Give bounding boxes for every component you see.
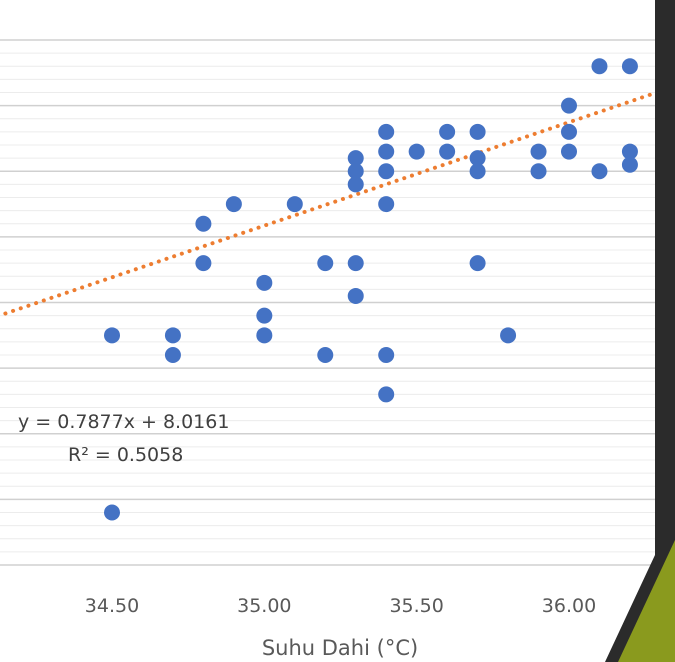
data-point (621, 156, 638, 173)
data-point (439, 123, 456, 140)
data-point (408, 143, 425, 160)
data-point (347, 176, 364, 193)
data-point (195, 255, 212, 272)
data-point (347, 255, 364, 272)
data-point (104, 504, 120, 521)
data-point (256, 307, 273, 324)
trendline-r-squared: R² = 0.5058 (68, 444, 183, 466)
corner-decoration-olive (618, 540, 675, 662)
data-point (378, 347, 395, 363)
x-tick-label: 35.00 (237, 595, 291, 617)
gridlines (0, 39, 660, 566)
data-point (347, 287, 364, 304)
data-point (378, 143, 395, 160)
data-point (164, 347, 181, 363)
data-point (469, 255, 486, 272)
data-point (591, 58, 608, 75)
data-point (225, 196, 242, 213)
data-point (621, 58, 638, 75)
data-point (195, 215, 212, 232)
x-tick-label: 34.50 (85, 595, 139, 617)
data-point (500, 327, 517, 344)
data-point (530, 163, 547, 180)
data-point (317, 347, 334, 363)
data-point (164, 327, 181, 344)
data-point (621, 143, 638, 160)
data-point (256, 274, 273, 291)
data-point (286, 196, 303, 213)
trendline (3, 84, 675, 316)
x-axis-title: Suhu Dahi (°C) (262, 636, 418, 660)
data-point (256, 327, 273, 344)
data-point (561, 143, 577, 160)
data-point (439, 143, 456, 160)
data-point (378, 163, 395, 180)
trendline-equation: y = 0.7877x + 8.0161 (18, 411, 229, 433)
data-point (317, 255, 334, 272)
data-point (469, 163, 486, 180)
data-point (469, 123, 486, 140)
data-point (591, 163, 608, 180)
data-point (469, 150, 486, 167)
data-point (378, 386, 395, 403)
data-point (347, 150, 364, 167)
x-tick-label: 35.50 (389, 595, 443, 617)
x-axis-ticks: 34.50 35.00 35.50 36.00 (85, 595, 596, 617)
data-point (561, 123, 577, 140)
corner-decoration (605, 0, 675, 662)
trendline-layer (3, 84, 675, 316)
corner-decoration-dark (605, 0, 675, 662)
data-point (347, 163, 364, 180)
data-points (104, 58, 638, 521)
data-point (104, 327, 120, 344)
data-point (530, 143, 547, 160)
data-point (561, 97, 577, 114)
x-tick-label: 36.00 (542, 595, 596, 617)
data-point (378, 123, 395, 140)
data-point (378, 196, 395, 213)
